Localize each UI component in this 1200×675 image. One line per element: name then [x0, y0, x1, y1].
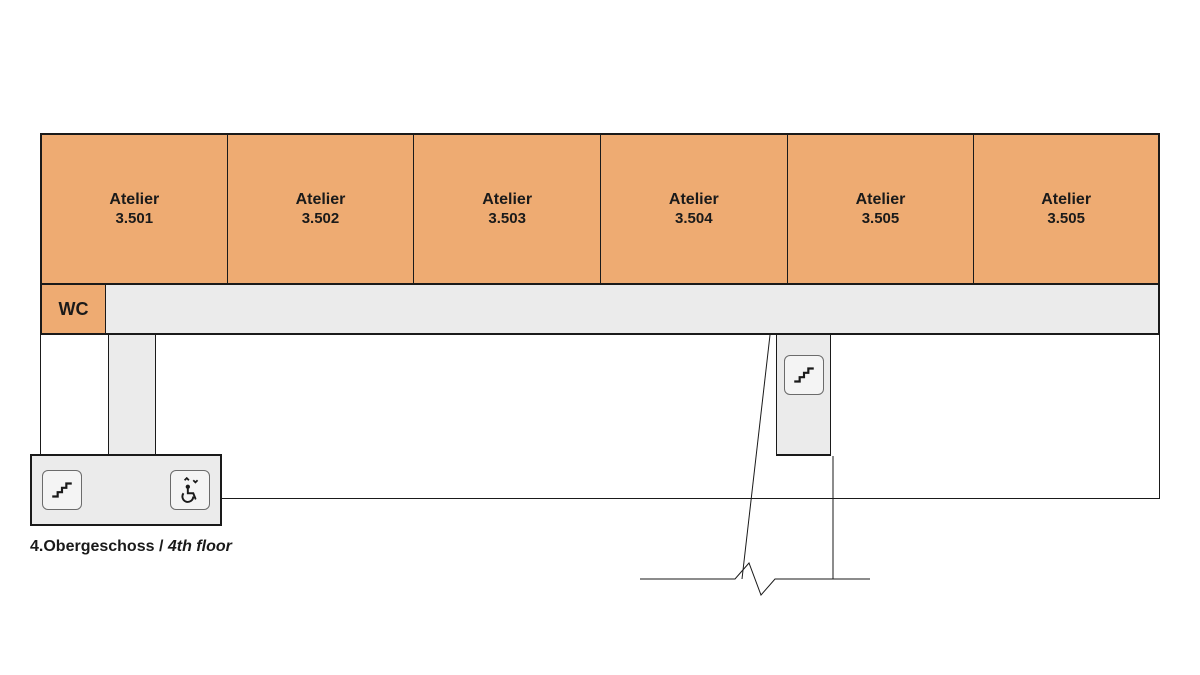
caption-de: 4.Obergeschoss [30, 538, 155, 555]
stairs-glyph [791, 362, 817, 388]
wheelchair-glyph [177, 477, 203, 503]
wc-label: WC [59, 299, 89, 320]
room-number: 3.505 [1047, 210, 1085, 229]
wc-room: WC [40, 285, 106, 335]
floorplan-canvas: Atelier3.501Atelier3.502Atelier3.503Atel… [0, 0, 1200, 675]
corridor-main [106, 285, 1160, 335]
atelier-room: Atelier3.505 [973, 133, 1160, 285]
room-label: Atelier [1041, 190, 1091, 210]
right-stair-pocket [776, 335, 831, 456]
room-label: Atelier [669, 190, 719, 210]
room-number: 3.501 [116, 210, 154, 229]
atelier-room: Atelier3.504 [600, 133, 787, 285]
room-label: Atelier [109, 190, 159, 210]
atelier-room: Atelier3.502 [227, 133, 414, 285]
room-label: Atelier [856, 190, 906, 210]
stairs-icon [42, 470, 82, 510]
stairs-glyph [49, 477, 75, 503]
room-number: 3.505 [862, 210, 900, 229]
atelier-room: Atelier3.503 [413, 133, 600, 285]
room-number: 3.502 [302, 210, 340, 229]
left-vertical-corridor [108, 335, 156, 454]
room-number: 3.503 [488, 210, 526, 229]
caption-en: 4th floor [168, 538, 232, 555]
atelier-room: Atelier3.501 [40, 133, 227, 285]
caption-sep: / [155, 538, 168, 555]
stairs-icon [784, 355, 824, 395]
floor-caption: 4.Obergeschoss / 4th floor [30, 538, 232, 556]
room-label: Atelier [296, 190, 346, 210]
atelier-room: Atelier3.505 [787, 133, 974, 285]
accessible-elevator-icon [170, 470, 210, 510]
room-label: Atelier [482, 190, 532, 210]
room-number: 3.504 [675, 210, 713, 229]
